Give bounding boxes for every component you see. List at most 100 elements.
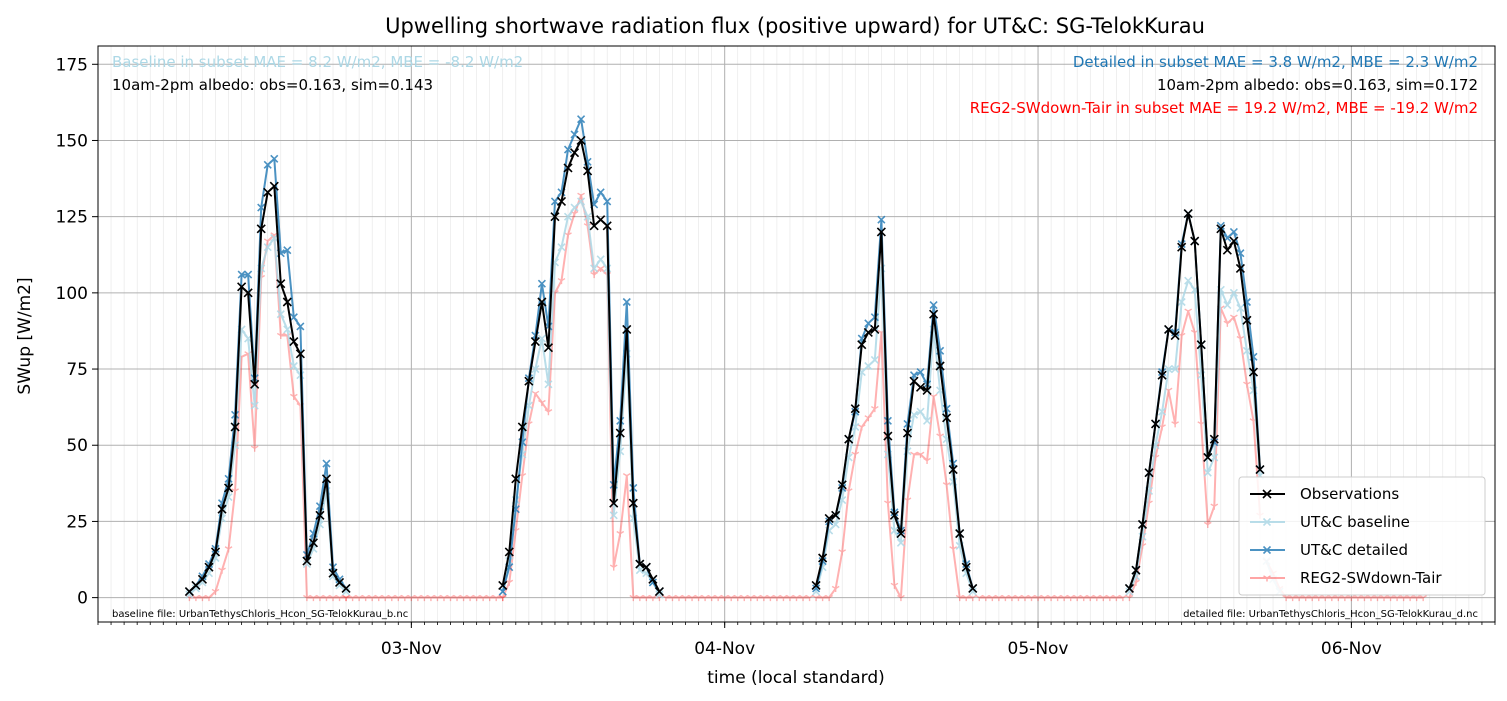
legend-ut-c-detailed-swatch <box>1250 545 1285 555</box>
observations-point <box>517 422 527 432</box>
reg2-swdown-tair-point <box>1243 381 1251 388</box>
ut-c-baseline-point <box>250 401 259 410</box>
observations-point <box>615 428 625 438</box>
reg2-swdown-tair-point <box>1354 594 1362 602</box>
ut-c-baseline-point <box>563 212 573 221</box>
reg2-swdown-tair-point <box>1021 594 1029 602</box>
reg2-swdown-tair-point <box>1079 594 1088 602</box>
axis-layer: 03-Nov 04-Nov 05-Nov 06-Nov 0 25 50 75 100 125 150… <box>56 55 1496 659</box>
legend-items: Observations UT&C baseline UT&C detailed RE… <box>1250 485 1442 587</box>
x-tick-label: 05-Nov <box>1008 639 1069 659</box>
detailed-file-annotation: detailed file: UrbanTethysChloris_Hcon_S… <box>1183 609 1478 620</box>
reg2-swdown-tair-point <box>1040 594 1049 602</box>
reg2-swdown-tair-point <box>1393 594 1401 602</box>
reg2-swdown-tair-point <box>942 482 951 489</box>
observations-point <box>1157 370 1167 380</box>
reg2-swdown-tair-point <box>374 594 383 602</box>
ut-c-detailed-point <box>263 160 272 169</box>
reg2-swdown-tair-point <box>857 424 866 431</box>
ut-c-detailed-point <box>596 188 605 197</box>
reg2-swdown-tair-point <box>766 594 775 602</box>
ut-c-baseline-point <box>635 566 644 575</box>
observations-point <box>824 513 834 523</box>
reg2-swdown-tair-point <box>733 594 742 602</box>
reg2-swdown-tair-point <box>205 594 213 602</box>
observations-series <box>498 135 664 597</box>
reg2-swdown-tair-point <box>1386 594 1395 602</box>
reg2-swdown-tair-point <box>446 594 455 602</box>
legend-reg2-swdown-tair-point <box>1263 575 1271 582</box>
observations-point <box>556 196 567 206</box>
reg2-swdown-tair-point <box>368 594 377 602</box>
observations-point <box>1229 236 1239 246</box>
reg2-swdown-tair-point <box>1301 594 1310 602</box>
reg2-swdown-tair-point <box>884 500 892 507</box>
reg2-swdown-tair-point <box>1373 594 1382 602</box>
y-tick-label: 100 <box>56 284 88 304</box>
observations-point <box>1222 245 1232 255</box>
reg2-swdown-tair-point <box>773 594 781 602</box>
x-tick-label: 04-Nov <box>694 639 755 659</box>
reg2-swdown-tair-point <box>1086 594 1095 602</box>
reg2-swdown-tair-point <box>629 594 638 602</box>
observations-point <box>197 574 208 584</box>
reg2-swdown-tair-point <box>949 546 958 553</box>
observations-point <box>1183 209 1193 219</box>
ut-c-baseline-point <box>1171 364 1180 374</box>
reg2-swdown-tair-point <box>805 594 814 602</box>
ut-c-baseline-point <box>909 410 919 419</box>
reg2-swdown-tair-point <box>322 594 331 602</box>
observations-point <box>1144 468 1154 478</box>
reg2-swdown-tair-point <box>342 594 350 602</box>
ut-c-baseline-point <box>544 380 553 389</box>
reg2-swdown-tair-point <box>218 567 226 574</box>
reg2-swdown-tair-point <box>1184 308 1193 315</box>
observations-point <box>223 483 234 493</box>
reg2-swdown-tair-point <box>1008 594 1016 602</box>
reg2-swdown-tair-point <box>1210 503 1219 510</box>
baseline-stats-annotation: Baseline in subset MAE = 8.2 W/m2, MBE =… <box>112 53 523 71</box>
ut-c-baseline-point <box>1158 407 1167 416</box>
ut-c-baseline-point <box>590 264 599 273</box>
reg2-swdown-tair-point <box>1099 594 1108 602</box>
observations-point <box>537 297 547 307</box>
reg2-swdown-tair-series <box>342 594 507 602</box>
observations-point <box>543 343 554 353</box>
observations-point <box>1131 565 1141 575</box>
reg2-swdown-tair-point <box>1412 594 1421 602</box>
observations-point <box>308 538 318 548</box>
chart-title: Upwelling shortwave radiation flux (posi… <box>385 14 1205 38</box>
reg2-swdown-tair-point <box>681 594 690 602</box>
observations-point <box>550 212 560 222</box>
reg2-swdown-tair-point <box>414 594 422 602</box>
legend-ut-c-baseline-swatch <box>1250 517 1285 527</box>
observations-point <box>955 529 965 539</box>
ut-c-baseline-point <box>968 587 977 596</box>
y-tick-label: 75 <box>66 360 88 380</box>
detailed-stats-annotation: Detailed in subset MAE = 3.8 W/m2, MBE =… <box>1073 53 1478 71</box>
reg2-swdown-tair-point <box>1282 594 1290 602</box>
reg2-swdown-tair-point <box>211 588 220 596</box>
ut-c-baseline-point <box>870 355 879 364</box>
x-tick-label: 03-Nov <box>381 639 442 659</box>
ut-c-detailed-point <box>537 279 546 288</box>
reg2-swdown-tair-point <box>1321 594 1330 602</box>
observations-point <box>276 279 286 289</box>
reg2-swdown-tair-line <box>1265 560 1424 599</box>
legend-observations-swatch <box>1250 489 1285 499</box>
reg2-swdown-tair-point <box>688 594 696 602</box>
ut-c-baseline-point <box>1223 300 1232 310</box>
reg2-swdown-tair-point <box>1125 594 1134 602</box>
ut-c-detailed-point <box>577 115 586 124</box>
observations-point <box>250 379 260 389</box>
reg2-swdown-tair-point <box>1406 594 1415 602</box>
ut-c-detailed-point <box>916 368 925 377</box>
observations-point <box>1255 465 1265 475</box>
reg2-swdown-tair-point <box>975 594 984 602</box>
observations-point <box>863 327 873 338</box>
legend-ut-c-detailed-point <box>1262 545 1272 555</box>
legend-reg2-swdown-tair-label: REG2-SWdown-Tair <box>1300 569 1442 587</box>
reg2-swdown-tair-point <box>1053 594 1062 602</box>
observations-point <box>935 361 945 371</box>
reg2-swdown-tair-point <box>1119 594 1127 602</box>
